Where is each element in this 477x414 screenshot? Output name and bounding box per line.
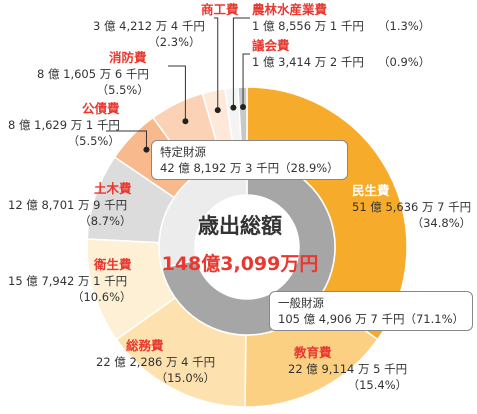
callout-ippan-zaigen: 一般財源 105 億 4,906 万 7 千円（71.1%） bbox=[269, 291, 473, 331]
chart-title: 歳出総額 bbox=[198, 214, 282, 238]
slice-label-minsei: 民生費 51 億 5,636 万 7 千円 （34.8%） bbox=[352, 183, 472, 230]
slice-label-gikai: 議会費 1 億 3,414 万 2 千円 bbox=[252, 38, 364, 69]
slice-label-kosai: 公債費 8 億 1,629 万 1 千円 （5.5%） bbox=[8, 101, 120, 148]
slice-label-eisei: 衛生費 15 億 7,942 万 1 千円 （10.6%） bbox=[8, 257, 132, 304]
leader-lines bbox=[106, 17, 250, 153]
leader-dot-5 bbox=[143, 146, 150, 153]
slice-pct-norin: （1.3%） bbox=[378, 19, 431, 33]
slice-label-somu: 総務費 22 億 2,286 万 4 千円 （15.0%） bbox=[96, 338, 216, 385]
leader-dot-8 bbox=[230, 104, 237, 111]
callout-tokutei-zaigen: 特定財源 42 億 8,192 万 3 千円（28.9%） bbox=[151, 140, 348, 180]
slice-pct-gikai: （0.9%） bbox=[378, 55, 431, 69]
slice-label-doboku: 土木費 12 億 8,701 万 9 千円 （8.7%） bbox=[8, 181, 132, 228]
leader-line-8 bbox=[232, 17, 250, 108]
leader-line-6 bbox=[168, 65, 186, 122]
donut-hole bbox=[195, 195, 299, 299]
leader-line-9 bbox=[242, 53, 250, 108]
slice-label-shobo: 消防費 8 億 1,605 万 6 千円 （5.5%） bbox=[37, 50, 149, 97]
leader-dot-6 bbox=[182, 118, 189, 125]
total-amount: 148億3,099万円 bbox=[161, 253, 319, 275]
leader-dot-9 bbox=[240, 104, 247, 111]
leader-line-5 bbox=[106, 130, 147, 150]
leader-dot-7 bbox=[214, 107, 221, 114]
slice-label-kyoiku: 教育費 22 億 9,114 万 5 千円 （15.4%） bbox=[288, 345, 408, 392]
slice-label-shoko: 商工費 3 億 4,212 万 4 千円 （2.3%） bbox=[93, 2, 239, 49]
leader-line-7 bbox=[214, 17, 219, 111]
slice-label-norin: 農林水産業費 1 億 8,556 万 1 千円 bbox=[252, 2, 364, 33]
